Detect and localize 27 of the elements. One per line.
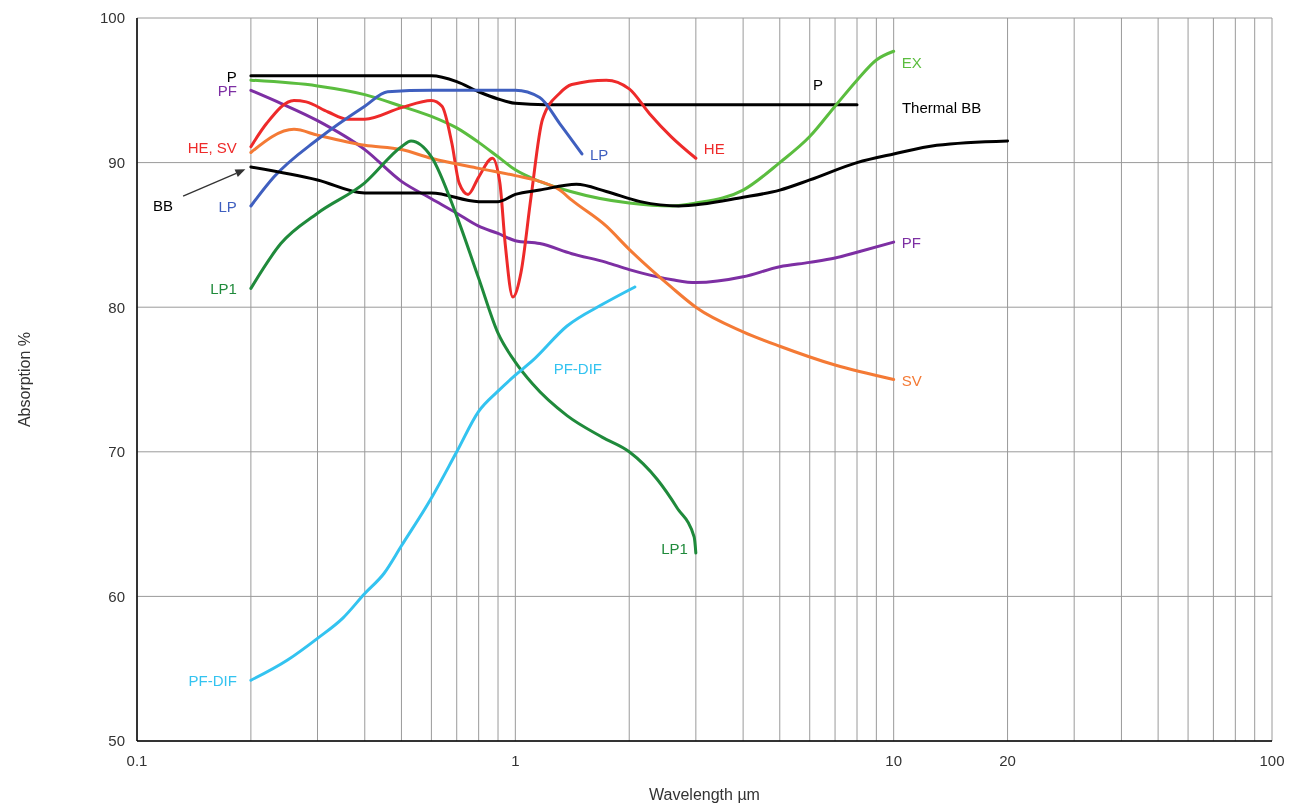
x-tick-label: 1 (511, 751, 520, 769)
series-label: LP1 (661, 539, 688, 557)
x-tick-label: 20 (999, 751, 1016, 769)
y-axis-title: Absorption % (15, 331, 33, 428)
annotation: LP1 (210, 279, 237, 297)
series-label: LP (589, 145, 609, 163)
series-label: HE (703, 139, 725, 157)
y-tick-label: 50 (108, 732, 125, 750)
x-tick-label: 0.1 (126, 751, 148, 769)
annotation: Thermal BB (901, 98, 982, 116)
series-label: EX (901, 53, 922, 71)
x-tick-label: 100 (1259, 751, 1285, 769)
y-tick-label: 70 (108, 443, 125, 461)
y-tick-label: 60 (108, 587, 125, 605)
annotation: BB (152, 196, 173, 214)
x-tick-label: 10 (885, 751, 903, 769)
series-label: PF-DIF (553, 359, 603, 377)
x-axis-title: Wavelength µm (649, 786, 760, 803)
annotation: PF-DIF (188, 671, 237, 689)
y-tick-label: 90 (108, 153, 125, 171)
y-tick-label: 80 (108, 298, 125, 316)
series-label: PF (901, 233, 921, 251)
annotation: LP (218, 197, 237, 215)
annotation: HE, SV (187, 138, 237, 156)
series-label: SV (901, 371, 922, 388)
y-tick-label: 100 (99, 9, 125, 27)
series-label: P (812, 75, 824, 93)
